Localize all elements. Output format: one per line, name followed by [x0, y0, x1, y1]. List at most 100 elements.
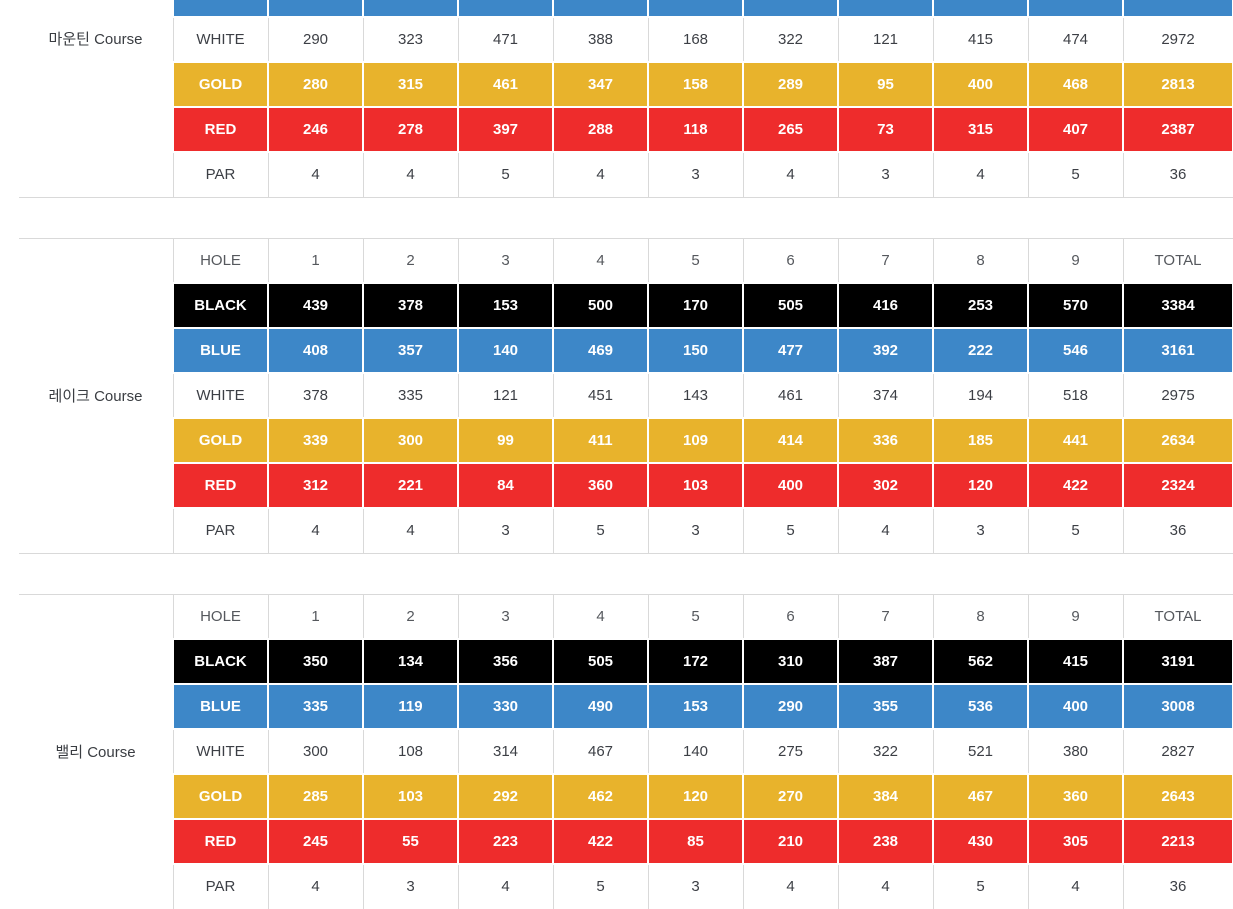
hole-distance-value: 505	[552, 638, 649, 685]
hole-distance-value: 3	[837, 151, 934, 198]
hole-distance-value: 120	[647, 773, 744, 820]
hole-distance-value: 245	[267, 818, 364, 865]
hole-number-header: 6	[742, 593, 839, 640]
tee-label: RED	[172, 462, 269, 509]
clipped-cell	[647, 0, 744, 18]
hole-distance-value: 120	[932, 462, 1029, 509]
hole-distance-value: 546	[1027, 327, 1124, 374]
tee-row-blue: BLUE 335 119 330 490 153 290 355 536 400 3008	[19, 683, 1233, 730]
hole-distance-value: 150	[647, 327, 744, 374]
hole-number-header: 2	[362, 593, 459, 640]
hole-distance-value: 471	[457, 16, 554, 63]
hole-distance-value: 292	[457, 773, 554, 820]
course-block-2: 레이크 Course HOLE 1 2 3 4 5 6 7 8 9 TOTAL BLACK 439 378 1…	[19, 237, 1233, 554]
hole-distance-value: 415	[1027, 638, 1124, 685]
hole-distance-value: 290	[267, 16, 364, 63]
clipped-cell	[552, 0, 649, 18]
hole-distance-value: 221	[362, 462, 459, 509]
hole-distance-value: 310	[742, 638, 839, 685]
tee-label: BLUE	[172, 327, 269, 374]
hole-distance-value: 415	[932, 16, 1029, 63]
hole-distance-value: 5	[457, 151, 554, 198]
hole-distance-value: 3	[932, 507, 1029, 554]
hole-distance-value: 536	[932, 683, 1029, 730]
hole-distance-value: 400	[932, 61, 1029, 108]
tee-row-blue: BLUE 408 357 140 469 150 477 392 222 546 3161	[19, 327, 1233, 374]
hole-distance-value: 153	[647, 683, 744, 730]
tee-row-white: WHITE 378 335 121 451 143 461 374 194 518 2975	[19, 372, 1233, 419]
hole-distance-value: 84	[457, 462, 554, 509]
hole-distance-value: 158	[647, 61, 744, 108]
hole-distance-value: 477	[742, 327, 839, 374]
hole-distance-value: 360	[1027, 773, 1124, 820]
hole-number-header: 4	[552, 593, 649, 640]
hole-distance-value: 253	[932, 282, 1029, 329]
hole-distance-value: 314	[457, 728, 554, 775]
hole-header-label: HOLE	[172, 593, 269, 640]
hole-distance-value: 285	[267, 773, 364, 820]
hole-distance-value: 4	[1027, 863, 1124, 909]
hole-distance-value: 270	[742, 773, 839, 820]
total-header-label: TOTAL	[1122, 593, 1233, 640]
hole-distance-value: 140	[457, 327, 554, 374]
hole-distance-value: 4	[837, 507, 934, 554]
hole-distance-value: 468	[1027, 61, 1124, 108]
tee-row-par: PAR 4 3 4 5 3 4 4 5 4 36	[19, 863, 1233, 909]
tee-label: WHITE	[172, 728, 269, 775]
hole-distance-value: 170	[647, 282, 744, 329]
course-label: 마운틴 Course	[19, 0, 173, 198]
hole-distance-value: 467	[552, 728, 649, 775]
clipped-cell	[837, 0, 934, 18]
total-distance-value: 36	[1122, 507, 1233, 554]
hole-distance-value: 5	[1027, 507, 1124, 554]
hole-distance-value: 387	[837, 638, 934, 685]
total-distance-value: 3384	[1122, 282, 1233, 329]
hole-distance-value: 5	[742, 507, 839, 554]
total-distance-value: 3191	[1122, 638, 1233, 685]
hole-distance-value: 280	[267, 61, 364, 108]
hole-distance-value: 422	[1027, 462, 1124, 509]
total-header-label: TOTAL	[1122, 237, 1233, 284]
hole-number-header: 3	[457, 593, 554, 640]
hole-distance-value: 467	[932, 773, 1029, 820]
hole-distance-value: 85	[647, 818, 744, 865]
course-block-3: 밸리 Course HOLE 1 2 3 4 5 6 7 8 9 TOTAL BLACK 350 134 35…	[19, 593, 1233, 909]
hole-distance-value: 168	[647, 16, 744, 63]
hole-distance-value: 411	[552, 417, 649, 464]
hole-distance-value: 4	[267, 863, 364, 909]
hole-distance-value: 119	[362, 683, 459, 730]
hole-distance-value: 441	[1027, 417, 1124, 464]
hole-distance-value: 4	[267, 151, 364, 198]
hole-distance-value: 4	[362, 151, 459, 198]
course-name: 레이크 Course	[48, 388, 143, 405]
hole-distance-value: 378	[362, 282, 459, 329]
hole-distance-value: 490	[552, 683, 649, 730]
hole-number-header: 5	[647, 593, 744, 640]
tee-label: RED	[172, 106, 269, 153]
hole-distance-value: 474	[1027, 16, 1124, 63]
hole-distance-value: 134	[362, 638, 459, 685]
tee-row-white: WHITE 290 323 471 388 168 322 121 415 474 2972	[19, 16, 1233, 63]
hole-distance-value: 384	[837, 773, 934, 820]
total-distance-value: 2387	[1122, 106, 1233, 153]
tee-row-white: WHITE 300 108 314 467 140 275 322 521 380 2827	[19, 728, 1233, 775]
hole-distance-value: 315	[932, 106, 1029, 153]
total-distance-value: 2634	[1122, 417, 1233, 464]
hole-distance-value: 246	[267, 106, 364, 153]
hole-distance-value: 378	[267, 372, 364, 419]
tee-row-gold: GOLD 339 300 99 411 109 414 336 185 441 2634	[19, 417, 1233, 464]
tee-row-gold: GOLD 285 103 292 462 120 270 384 467 360 2643	[19, 773, 1233, 820]
tee-label: WHITE	[172, 372, 269, 419]
hole-distance-value: 4	[267, 507, 364, 554]
tee-label: BLACK	[172, 638, 269, 685]
total-distance-value: 3161	[1122, 327, 1233, 374]
hole-distance-value: 5	[552, 863, 649, 909]
tee-row-gold: GOLD 280 315 461 347 158 289 95 400 468 2813	[19, 61, 1233, 108]
scorecard-table-1: 마운틴 Course WHITE 290 323 471 388 168 322 121 415 4…	[19, 0, 1233, 198]
hole-number-header: 9	[1027, 237, 1124, 284]
hole-distance-value: 451	[552, 372, 649, 419]
hole-distance-value: 414	[742, 417, 839, 464]
total-distance-value: 2324	[1122, 462, 1233, 509]
tee-row-red: RED 246 278 397 288 118 265 73 315 407 2387	[19, 106, 1233, 153]
